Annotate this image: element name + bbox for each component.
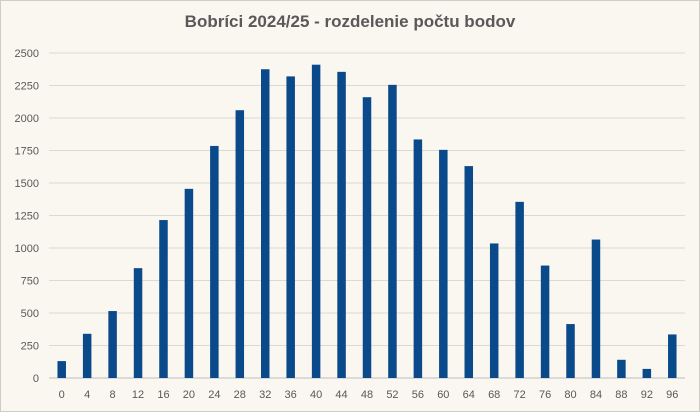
x-tick-label: 24: [208, 389, 220, 401]
x-tick-label: 36: [285, 389, 297, 401]
bar: [82, 333, 92, 378]
bar: [184, 188, 194, 378]
y-tick-label: 2000: [15, 113, 39, 125]
x-tick-label: 52: [386, 389, 398, 401]
bar: [133, 268, 143, 378]
bar: [515, 201, 524, 378]
bar: [668, 334, 677, 378]
x-tick-label: 28: [234, 389, 246, 401]
bar: [566, 324, 575, 378]
y-tick-label: 1500: [15, 178, 39, 190]
bar: [617, 359, 626, 378]
x-tick-label: 56: [412, 389, 424, 401]
x-tick-label: 16: [157, 389, 169, 401]
y-tick-label: 250: [21, 341, 39, 353]
x-tick-label: 64: [463, 389, 475, 401]
bar: [591, 239, 601, 378]
x-tick-label: 68: [488, 389, 500, 401]
y-tick-label: 750: [21, 276, 39, 288]
x-tick-label: 40: [310, 389, 322, 401]
chart-title: Bobríci 2024/25 - rozdelenie počtu bodov: [184, 12, 516, 31]
x-tick-label: 96: [666, 389, 678, 401]
y-tick-label: 2500: [15, 48, 39, 60]
x-tick-label: 8: [110, 389, 116, 401]
bar: [642, 368, 652, 378]
y-tick-label: 1250: [15, 211, 39, 223]
bar: [311, 64, 321, 378]
x-tick-label: 84: [590, 389, 602, 401]
x-tick-label: 72: [514, 389, 526, 401]
x-tick-label: 92: [641, 389, 653, 401]
bar: [235, 110, 245, 378]
bar: [489, 243, 499, 378]
x-tick-label: 12: [132, 389, 144, 401]
bar: [388, 84, 397, 378]
x-tick-label: 44: [335, 389, 347, 401]
x-tick-label: 0: [59, 389, 65, 401]
bar: [540, 265, 550, 378]
x-tick-label: 48: [361, 389, 373, 401]
x-tick-label: 80: [564, 389, 576, 401]
x-tick-label: 20: [183, 389, 195, 401]
bar: [159, 220, 168, 378]
bar: [57, 361, 66, 378]
bar: [108, 311, 117, 378]
y-tick-label: 1750: [15, 146, 39, 158]
x-tick-label: 32: [259, 389, 271, 401]
bar: [413, 139, 423, 378]
y-tick-label: 0: [33, 373, 39, 385]
y-tick-label: 1000: [15, 243, 39, 255]
x-tick-label: 76: [539, 389, 551, 401]
x-tick-label: 60: [437, 389, 449, 401]
bar: [286, 76, 295, 379]
bar: [439, 149, 448, 378]
x-tick-label: 88: [615, 389, 627, 401]
bar: [260, 69, 270, 378]
bar: [210, 145, 219, 378]
x-tick-label: 4: [84, 389, 90, 401]
bar: [337, 71, 346, 378]
bar: [362, 97, 372, 378]
bar: [464, 166, 474, 378]
y-tick-label: 2250: [15, 81, 39, 93]
y-tick-label: 500: [21, 308, 39, 320]
